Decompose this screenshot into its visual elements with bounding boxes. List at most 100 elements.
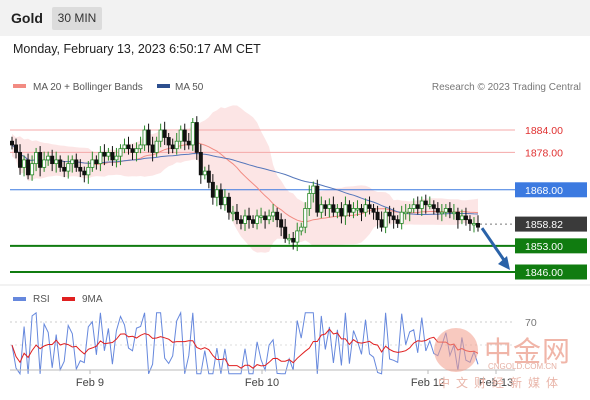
- candle-body-97: [399, 211, 404, 224]
- candle-body-28: [122, 144, 127, 150]
- candle-body-60: [251, 219, 256, 224]
- candle-body-100: [411, 204, 416, 209]
- watermark-logo-icon: [434, 328, 478, 372]
- candle-body-66: [275, 211, 280, 221]
- candle-body-72: [299, 226, 304, 232]
- candle-body-0: [9, 140, 14, 146]
- candle-body-11: [54, 159, 59, 165]
- candle-body-25: [110, 152, 115, 161]
- credit-label: Research © 2023 Trading Central: [432, 82, 581, 93]
- candle-body-44: [186, 140, 191, 146]
- candle-body-88: [363, 204, 368, 213]
- candle-body-76: [315, 185, 320, 213]
- candle-body-81: [335, 208, 340, 213]
- timeframe-tab[interactable]: 30 MIN: [52, 7, 102, 30]
- candle-body-3: [22, 159, 27, 168]
- candle-body-101: [415, 204, 420, 209]
- forecast-arrowhead-icon: [498, 256, 510, 270]
- candle-body-75: [311, 185, 316, 194]
- candle-body-96: [395, 219, 400, 224]
- candle-body-5: [30, 163, 35, 176]
- candle-body-56: [234, 211, 239, 221]
- candle-body-23: [102, 152, 107, 157]
- x-tick-label-1: Feb 10: [245, 377, 279, 389]
- x-tick-label-2: Feb 12: [411, 377, 445, 389]
- candle-body-112: [459, 215, 464, 221]
- candle-body-110: [451, 211, 456, 215]
- level-label-4: 1853.00: [525, 241, 563, 253]
- candle-body-20: [90, 159, 95, 168]
- candle-body-79: [327, 204, 332, 209]
- candle-body-40: [170, 144, 175, 150]
- candle-body-62: [259, 215, 264, 218]
- candle-body-29: [126, 144, 131, 150]
- candle-body-105: [431, 204, 436, 209]
- candle-body-48: [202, 170, 207, 176]
- candle-body-6: [34, 152, 39, 165]
- candle-body-1: [14, 144, 19, 153]
- candle-body-78: [323, 204, 328, 209]
- candle-body-102: [419, 200, 424, 209]
- chart-header: Gold 30 MIN: [0, 0, 590, 36]
- candle-body-42: [178, 129, 183, 142]
- candle-body-31: [134, 148, 139, 153]
- candle-body-54: [226, 196, 231, 213]
- candle-body-18: [82, 170, 87, 176]
- candle-body-69: [287, 237, 292, 241]
- candle-body-106: [435, 208, 440, 213]
- candle-body-59: [247, 215, 252, 221]
- candle-body-85: [351, 208, 356, 213]
- level-label-5: 1846.00: [525, 267, 563, 279]
- level-box-2: [515, 182, 587, 198]
- candle-body-43: [182, 129, 187, 142]
- candle-body-90: [371, 208, 376, 213]
- candle-body-63: [263, 215, 268, 221]
- candle-body-53: [222, 196, 227, 206]
- x-tick-label-0: Feb 9: [76, 377, 104, 389]
- candle-body-41: [174, 140, 179, 150]
- candle-body-52: [218, 189, 223, 206]
- candle-body-87: [359, 208, 364, 213]
- candle-body-108: [443, 208, 448, 213]
- candle-body-84: [347, 204, 352, 213]
- candle-body-2: [18, 152, 23, 168]
- level-label-1: 1878.00: [525, 147, 563, 159]
- candle-body-17: [78, 166, 83, 172]
- bollinger-legend-label: MA 20 + Bollinger Bands: [33, 82, 143, 93]
- candle-body-37: [158, 129, 163, 142]
- candle-body-93: [383, 211, 388, 228]
- candle-body-24: [106, 152, 111, 157]
- ma50-legend-label: MA 50: [175, 82, 204, 93]
- candle-body-19: [86, 166, 91, 176]
- candle-body-83: [343, 204, 348, 217]
- candle-body-32: [138, 144, 143, 150]
- candle-body-98: [403, 211, 408, 215]
- candle-body-14: [66, 163, 71, 172]
- candle-body-80: [331, 204, 336, 213]
- candle-body-8: [42, 159, 47, 168]
- candle-body-86: [355, 208, 360, 211]
- candle-body-9: [46, 155, 51, 161]
- rsi-line: [11, 310, 479, 376]
- watermark-name: 中金网: [484, 335, 572, 368]
- candle-body-30: [130, 148, 135, 153]
- candle-body-4: [26, 159, 31, 176]
- watermark-tagline: 中文财经新媒体: [438, 376, 565, 390]
- candle-body-91: [375, 211, 380, 221]
- candle-body-35: [150, 144, 155, 153]
- candle-body-55: [230, 211, 235, 215]
- candle-body-12: [58, 159, 63, 168]
- candle-body-46: [194, 122, 199, 153]
- candle-body-64: [267, 215, 272, 221]
- chart-datetime: Monday, February 13, 2023 6:50:17 AM CET: [13, 42, 261, 56]
- candle-body-49: [206, 170, 211, 183]
- x-tick-label-3: Feb 13: [479, 377, 513, 389]
- candle-body-74: [307, 193, 312, 209]
- candle-body-89: [367, 204, 372, 209]
- candle-body-58: [242, 215, 247, 224]
- candle-body-73: [303, 208, 308, 228]
- rsi-ma-legend-swatch: [62, 297, 75, 301]
- candle-body-113: [463, 215, 468, 221]
- candle-body-33: [142, 129, 147, 146]
